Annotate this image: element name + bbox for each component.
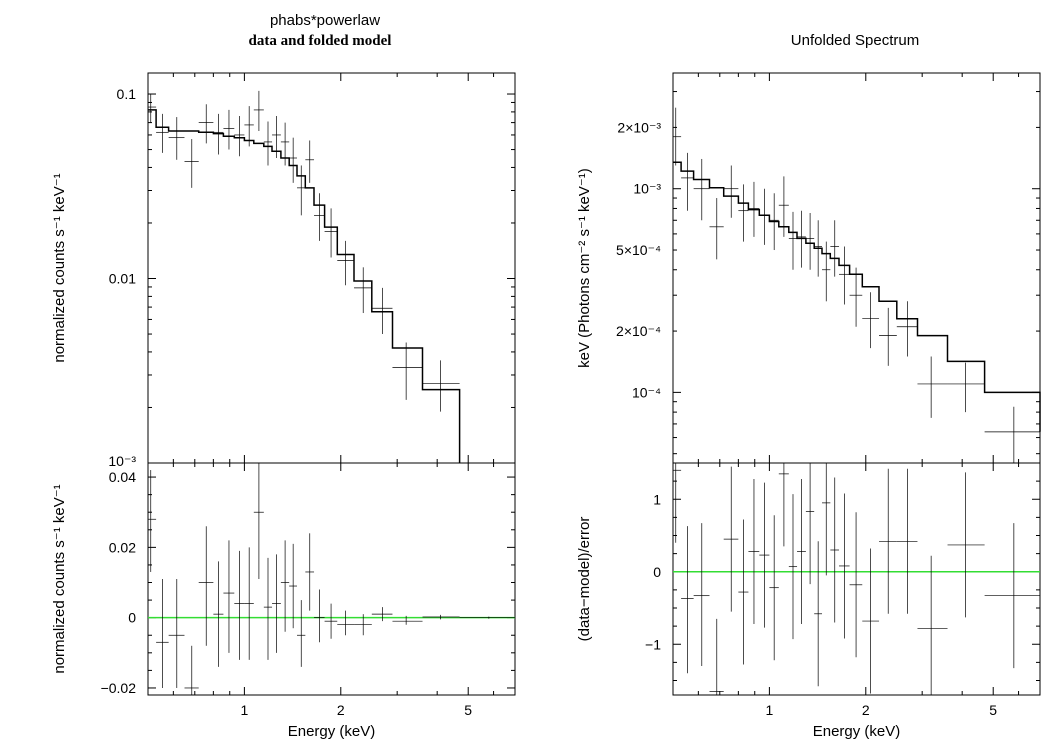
x-tick-label: 5 xyxy=(464,702,472,718)
y-tick-label: 10⁻³ xyxy=(108,453,136,469)
left-bottom-panel: 1 2 5 Energy (keV) 0.04 0.02 0 −0.02 normalized … xyxy=(51,462,516,740)
y-axis-label: keV (Photons cm⁻² s⁻¹ keV⁻¹) xyxy=(576,168,593,368)
right-bottom-frame xyxy=(672,462,1041,696)
left-top-panel: 0.1 0.01 10⁻³ normalized counts s⁻¹ keV⁻¹ xyxy=(51,72,516,469)
right-top-frame xyxy=(672,72,1041,464)
y-axis-label: normalized counts s⁻¹ keV⁻¹ xyxy=(51,484,68,673)
y-tick-label: 2×10⁻³ xyxy=(617,119,661,135)
y-tick-label: 0.02 xyxy=(109,539,136,555)
x-axis-label: Energy (keV) xyxy=(288,723,376,740)
y-tick-label: 0.04 xyxy=(109,469,136,485)
y-tick-label: 5×10⁻⁴ xyxy=(616,242,661,258)
y-tick-label: 0.1 xyxy=(117,86,137,102)
y-tick-label: 0 xyxy=(653,564,661,580)
y-axis-label: (data−model)/error xyxy=(576,517,593,642)
y-tick-label: 0 xyxy=(128,610,136,626)
y-axis-label: normalized counts s⁻¹ keV⁻¹ xyxy=(51,173,68,362)
y-tick-label: 0.01 xyxy=(109,271,136,287)
x-tick-label: 1 xyxy=(765,702,773,718)
left-title-model: phabs*powerlaw xyxy=(270,12,380,29)
y-tick-label: 1 xyxy=(653,491,661,507)
y-tick-label: 10⁻⁴ xyxy=(632,384,661,400)
y-tick-label: 10⁻³ xyxy=(633,181,661,197)
left-bottom-frame xyxy=(147,462,516,696)
y-tick-label: −0.02 xyxy=(101,680,137,696)
model-curve xyxy=(673,161,1041,432)
x-tick-label: 2 xyxy=(862,702,870,718)
right-top-panel: 2×10⁻³ 10⁻³ 5×10⁻⁴ 2×10⁻⁴ 10⁻⁴ keV (Photons c… xyxy=(576,72,1041,464)
model-curve xyxy=(148,109,461,463)
y-tick-label: 2×10⁻⁴ xyxy=(616,323,661,339)
left-title-subtitle: data and folded model xyxy=(249,33,392,49)
x-tick-label: 5 xyxy=(989,702,997,718)
y-tick-label: −1 xyxy=(645,636,661,652)
x-axis-label: Energy (keV) xyxy=(813,723,901,740)
x-tick-label: 2 xyxy=(337,702,345,718)
x-tick-label: 1 xyxy=(240,702,248,718)
right-bottom-panel: 1 2 5 Energy (keV) 1 0 −1 (data−model)/error xyxy=(576,462,1041,740)
right-title: Unfolded Spectrum xyxy=(791,32,919,49)
